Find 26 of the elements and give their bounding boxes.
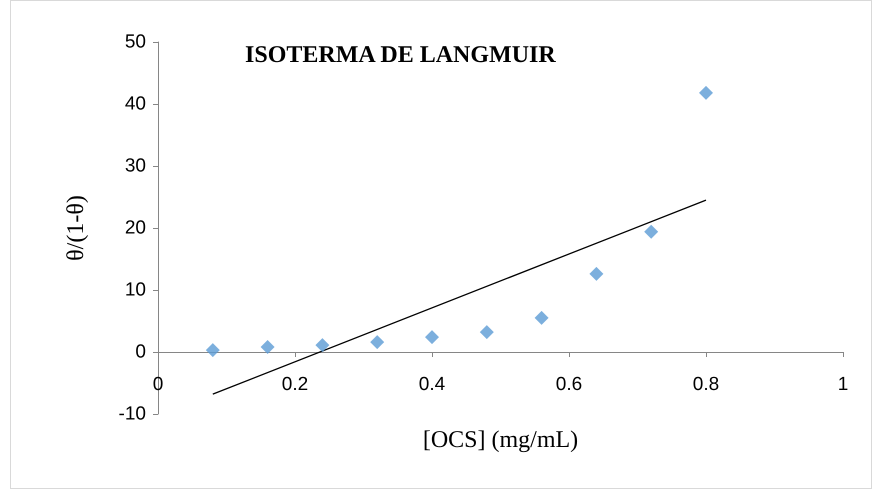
point xyxy=(315,338,330,352)
point xyxy=(589,266,604,281)
y-tick-label: 20 xyxy=(124,218,146,238)
y-tick-label: 40 xyxy=(124,94,146,114)
point xyxy=(699,86,713,100)
y-tick-label: 30 xyxy=(124,156,146,176)
chart-title: ISOTERMA DE LANGMUIR xyxy=(245,42,556,68)
point xyxy=(206,343,220,358)
x-tick-label: 0.6 xyxy=(556,374,582,395)
x-axis-title: [OCS] (mg/mL) xyxy=(422,427,578,453)
point xyxy=(370,335,384,350)
y-tick-label: -10 xyxy=(118,404,146,424)
x-tick-label: 0 xyxy=(152,374,164,395)
x-tick-label: 0.2 xyxy=(282,374,308,395)
x-tick-label: 0.8 xyxy=(692,374,720,395)
y-tick-label: 0 xyxy=(135,342,146,362)
point xyxy=(425,330,439,344)
point xyxy=(260,340,275,354)
y-axis-title: θ/(1-θ) xyxy=(63,195,89,261)
point xyxy=(480,325,494,340)
y-tick-label: 10 xyxy=(124,280,146,300)
y-tick-label: 50 xyxy=(124,32,146,52)
point xyxy=(534,310,549,325)
point xyxy=(644,224,658,239)
x-tick-label: 1 xyxy=(838,374,848,395)
x-tick-label: 0.4 xyxy=(418,374,446,395)
